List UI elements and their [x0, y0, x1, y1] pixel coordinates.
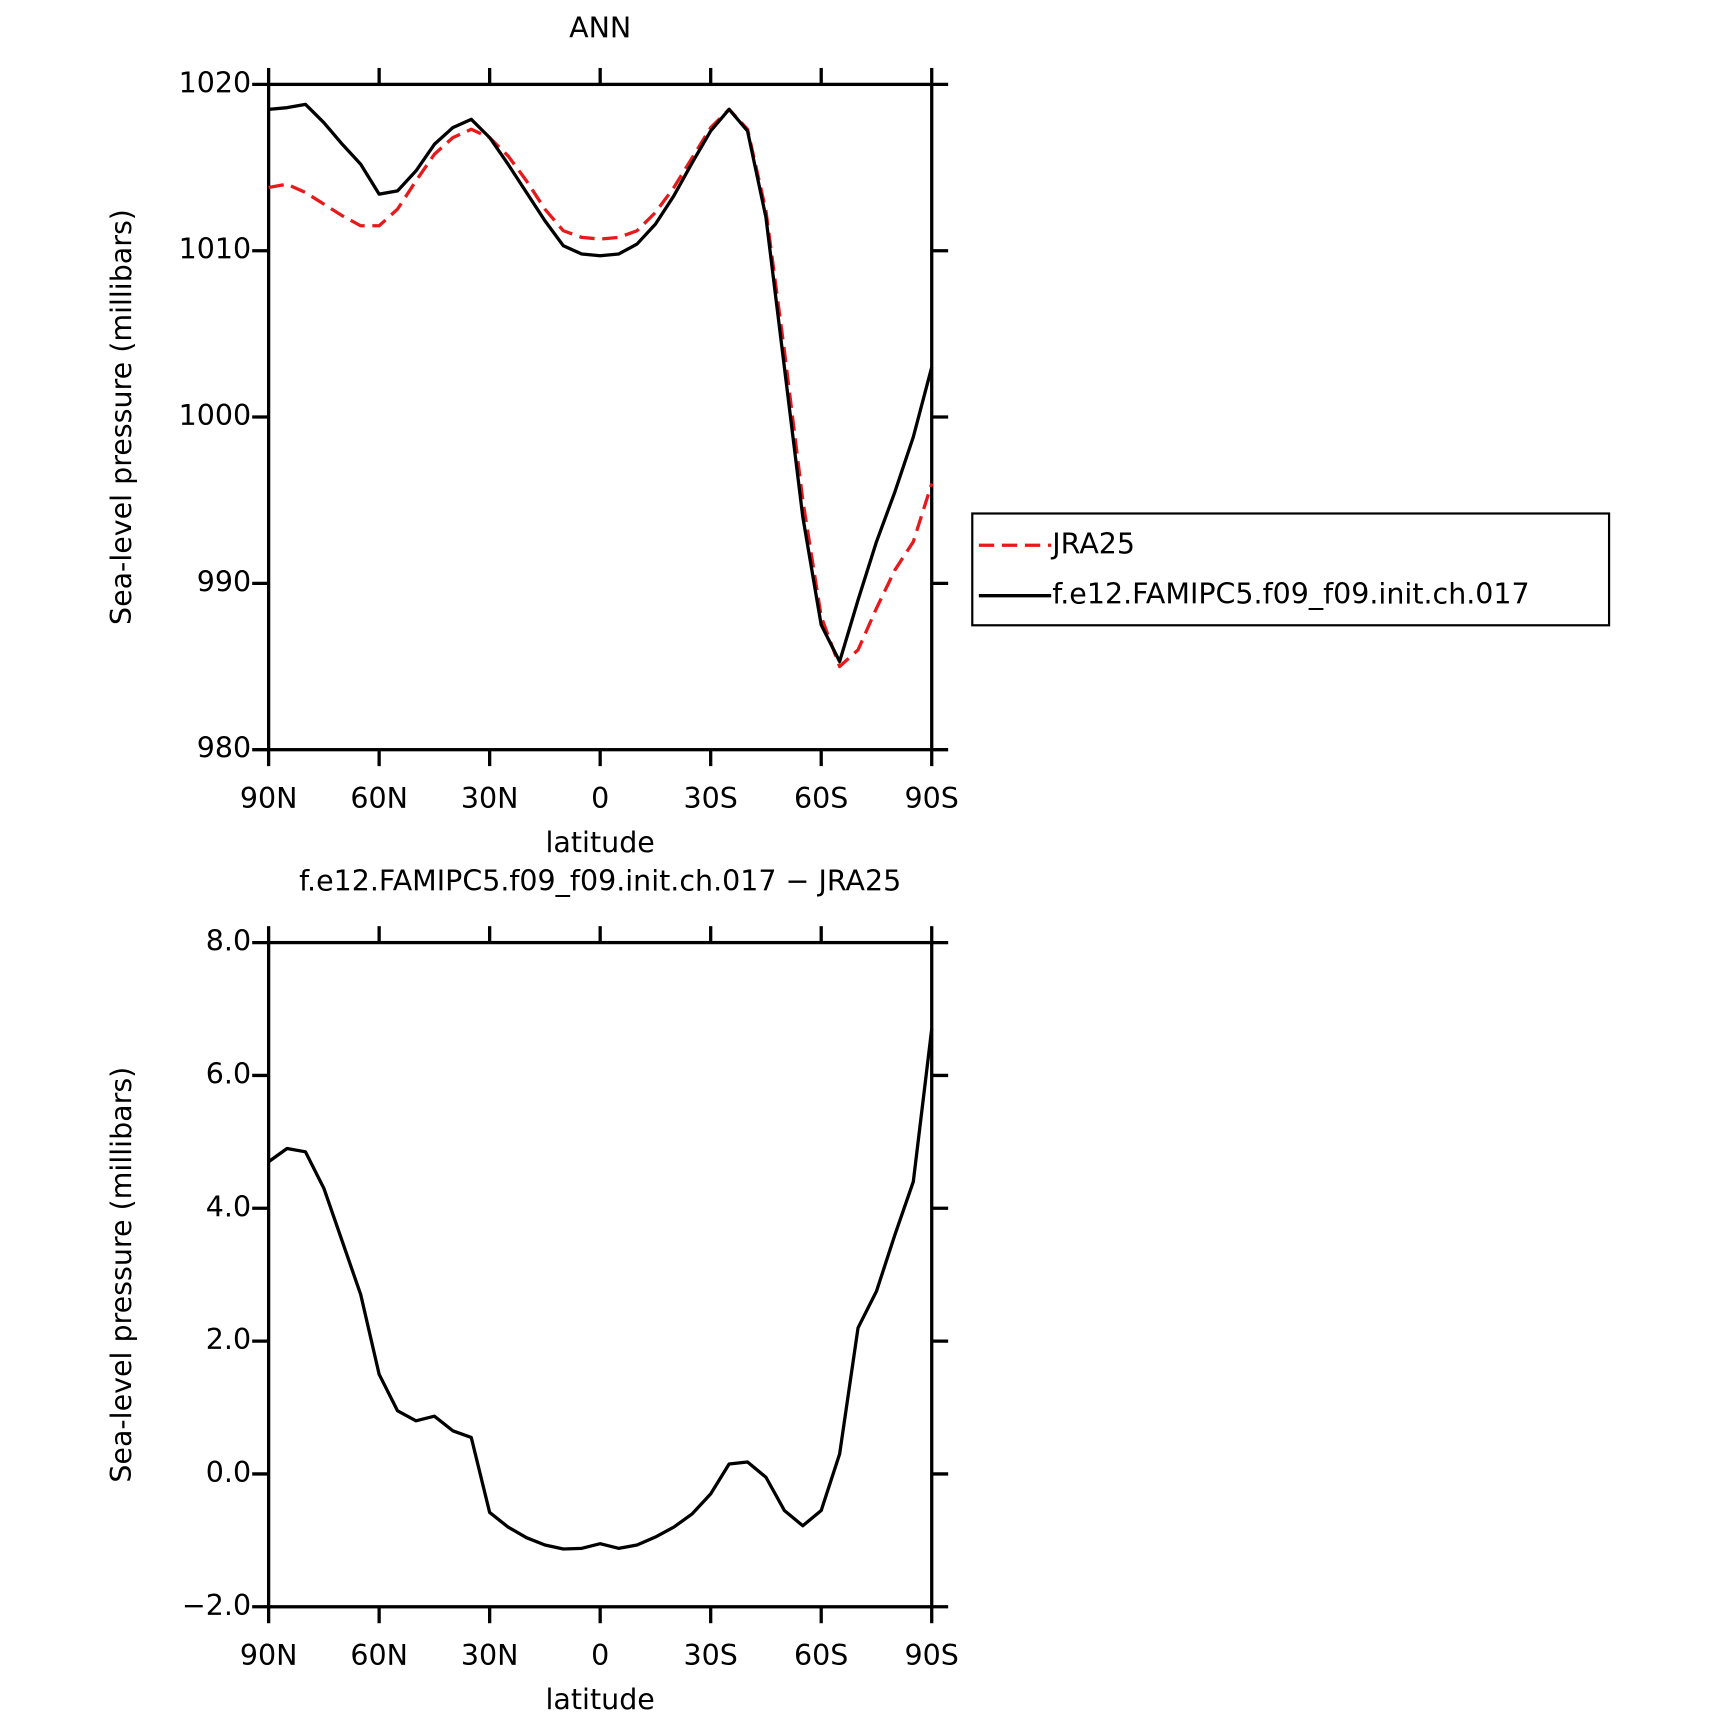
y-tick-label: 6.0 [206, 1057, 251, 1090]
x-tick-label: 90S [905, 1639, 959, 1672]
y-tick-label: 4.0 [206, 1190, 251, 1223]
data-line [268, 107, 934, 669]
y-tick-label: 980 [197, 732, 251, 765]
data-line [267, 1028, 934, 1551]
y-tick-label: −2.0 [182, 1589, 251, 1622]
x-tick-label: 0 [591, 782, 609, 815]
x-tick-label: 60N [350, 782, 408, 815]
x-axis-label: latitude [546, 1683, 655, 1712]
plot-frame [266, 940, 934, 1609]
y-axis-label: Sea-level pressure (millibars) [105, 209, 138, 625]
legend-label: JRA25 [1050, 527, 1135, 560]
y-tick-label: 8.0 [206, 925, 251, 958]
x-tick-label: 60S [794, 1639, 848, 1672]
x-tick-label: 30S [684, 782, 738, 815]
x-tick-label: 90N [240, 1639, 298, 1672]
y-tick-label: 1010 [179, 233, 252, 266]
chart-title: ANN [569, 12, 631, 45]
legend-label: f.e12.FAMIPC5.f09_f09.init.ch.017 [1052, 578, 1529, 611]
y-tick-label: 990 [197, 565, 251, 598]
x-tick-label: 90N [240, 782, 298, 815]
data-line [268, 102, 934, 664]
x-tick-label: 30N [461, 782, 519, 815]
x-tick-label: 30S [684, 1639, 738, 1672]
legend-box [971, 512, 1611, 627]
x-tick-label: 90S [905, 782, 959, 815]
x-axis-label: latitude [546, 826, 655, 859]
x-tick-label: 30N [461, 1639, 519, 1672]
chart-title: f.e12.FAMIPC5.f09_f09.init.ch.017 − JRA2… [299, 864, 901, 897]
y-axis-label: Sea-level pressure (millibars) [105, 1067, 138, 1483]
y-tick-label: 1000 [179, 399, 252, 432]
y-tick-label: 1020 [179, 66, 252, 99]
x-tick-label: 60S [794, 782, 848, 815]
y-tick-label: 2.0 [206, 1323, 251, 1356]
x-tick-label: 0 [591, 1639, 609, 1672]
x-tick-label: 60N [350, 1639, 408, 1672]
y-tick-label: 0.0 [206, 1456, 251, 1489]
